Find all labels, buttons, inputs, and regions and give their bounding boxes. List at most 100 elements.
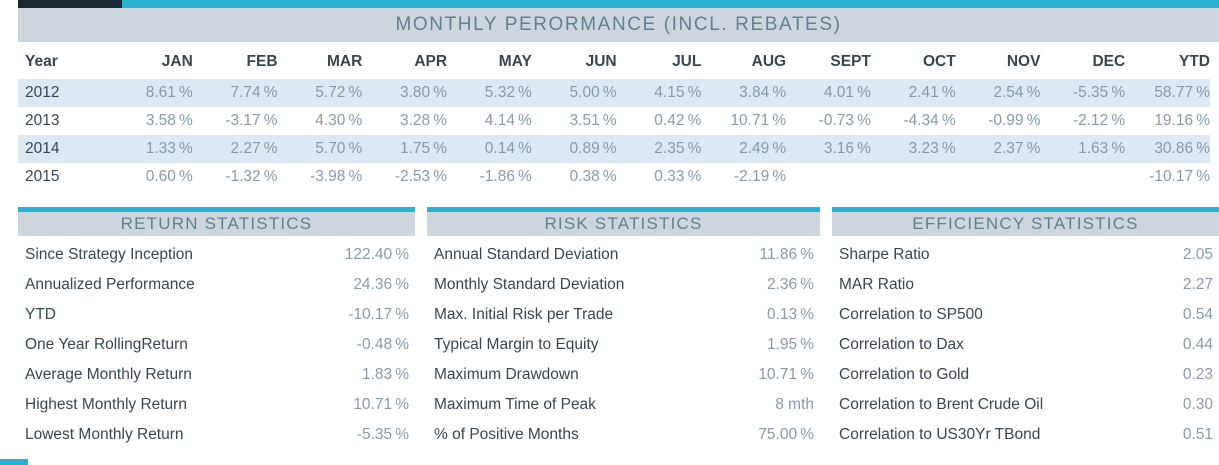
- stat-row-correlation-to-dax: Correlation to Dax 0.44: [832, 330, 1219, 360]
- stat-label: Correlation to US30Yr TBond: [839, 426, 1041, 443]
- bottom-accent-bar: [0, 459, 28, 465]
- stat-label: Lowest Monthly Return: [25, 426, 184, 443]
- value-cell: [1040, 163, 1125, 191]
- stat-row-one-year-rollingreturn: One Year RollingReturn -0.48 %: [18, 330, 415, 360]
- stat-value: 11.86 %: [759, 246, 814, 263]
- value-cell: 10.71 %: [730, 112, 787, 129]
- value-cell: 19.16 %: [1154, 112, 1210, 129]
- value-cell: 7.74 %: [230, 84, 278, 101]
- table-row-2013: 2013 3.58 % -3.17 % 4.30 % 3.28 % 4.14 % 3.51 …: [18, 107, 1210, 135]
- value-cell: 3.28 %: [400, 112, 448, 129]
- column-header-year: Year: [25, 53, 58, 70]
- panel-body: Sharpe Ratio 2.05 MAR Ratio 2.27 Correlation…: [832, 236, 1219, 450]
- value-cell: 3.16 %: [823, 140, 871, 157]
- stat-row-maximum-time-of-peak: Maximum Time of Peak 8 mth: [427, 390, 820, 420]
- value-cell: -0.99 %: [988, 112, 1041, 129]
- value-cell: [871, 163, 956, 191]
- stat-row-ytd: YTD -10.17 %: [18, 300, 415, 330]
- stat-label: Monthly Standard Deviation: [434, 276, 625, 293]
- stat-label: Since Strategy Inception: [25, 246, 194, 263]
- value-cell: 2.54 %: [993, 84, 1041, 101]
- stat-label: Correlation to Gold: [839, 366, 970, 383]
- table-header-row: Year JAN FEB MAR APR MAY JUN JUL AUG SEPT OCT NOV DE…: [18, 46, 1210, 79]
- stat-row-max-initial-risk-per-trade: Max. Initial Risk per Trade 0.13 %: [427, 300, 820, 330]
- stat-value: 122.40 %: [344, 246, 409, 263]
- column-header-oct: OCT: [922, 53, 956, 70]
- value-cell: -3.98 %: [310, 168, 363, 185]
- value-cell: 3.23 %: [908, 140, 956, 157]
- top-accent-bar: [18, 0, 1219, 8]
- section-title-efficiency-statistics: EFFICIENCY STATISTICS: [832, 207, 1219, 236]
- value-cell: 0.38 %: [569, 168, 617, 185]
- stat-value: 0.30: [1182, 396, 1213, 413]
- stat-value: -0.48 %: [356, 336, 409, 353]
- column-header-ytd: YTD: [1179, 53, 1210, 70]
- stat-value: 10.71 %: [758, 366, 814, 383]
- monthly-performance-table: Year JAN FEB MAR APR MAY JUN JUL AUG SEPT OCT NOV DE…: [18, 46, 1210, 191]
- value-cell: 3.58 %: [145, 112, 193, 129]
- stat-value: -5.35 %: [356, 426, 409, 443]
- stat-value: 0.54: [1182, 306, 1213, 323]
- column-header-mar: MAR: [326, 53, 363, 70]
- stat-value: 0.44: [1182, 336, 1213, 353]
- stat-label: Average Monthly Return: [25, 366, 192, 383]
- value-cell: 3.84 %: [739, 84, 787, 101]
- stat-label: Maximum Time of Peak: [434, 396, 596, 413]
- stat-row-lowest-monthly-return: Lowest Monthly Return -5.35 %: [18, 420, 415, 450]
- value-cell: 3.80 %: [400, 84, 448, 101]
- value-cell: -1.86 %: [479, 168, 532, 185]
- panel-efficiency-statistics: EFFICIENCY STATISTICS Sharpe Ratio 2.05 MAR…: [832, 207, 1219, 450]
- value-cell: -3.17 %: [225, 112, 278, 129]
- value-cell: 1.63 %: [1078, 140, 1126, 157]
- value-cell: [786, 163, 871, 191]
- value-cell: 2.41 %: [908, 84, 956, 101]
- stat-value: 2.36 %: [766, 276, 814, 293]
- value-cell: -5.35 %: [1072, 84, 1126, 101]
- value-cell: 4.01 %: [823, 84, 871, 101]
- stat-value: 10.71 %: [353, 396, 409, 413]
- report-header: MONTHLY PERORMANCE (INCL. REBATES): [18, 8, 1219, 42]
- value-cell: -10.17 %: [1149, 168, 1210, 185]
- value-cell: 30.86 %: [1154, 140, 1210, 157]
- stat-row-correlation-to-gold: Correlation to Gold 0.23: [832, 360, 1219, 390]
- stat-label: Correlation to Dax: [839, 336, 964, 353]
- value-cell: -2.12 %: [1072, 112, 1126, 129]
- stat-label: YTD: [25, 306, 56, 323]
- value-cell: 1.75 %: [400, 140, 448, 157]
- statistics-panels: RETURN STATISTICS Since Strategy Inceptio…: [18, 207, 1219, 450]
- stat-label: One Year RollingReturn: [25, 336, 188, 353]
- stat-row-since-strategy-inception: Since Strategy Inception 122.40 %: [18, 240, 415, 270]
- value-cell: -2.19 %: [733, 168, 787, 185]
- stat-row-correlation-to-brent-crude-oil: Correlation to Brent Crude Oil 0.30: [832, 390, 1219, 420]
- panel-risk-statistics: RISK STATISTICS Annual Standard Deviation…: [427, 207, 820, 450]
- value-cell: 2.37 %: [993, 140, 1041, 157]
- stat-value: 1.95 %: [766, 336, 814, 353]
- stat-label: Maximum Drawdown: [434, 366, 579, 383]
- year-cell: 2013: [25, 112, 60, 129]
- stat-value: 2.27: [1182, 276, 1213, 293]
- stat-label: Annual Standard Deviation: [434, 246, 619, 263]
- value-cell: 0.42 %: [654, 112, 702, 129]
- stat-row-correlation-to-sp500: Correlation to SP500 0.54: [832, 300, 1219, 330]
- year-cell: 2012: [25, 84, 60, 101]
- column-header-jan: JAN: [161, 53, 193, 70]
- value-cell: 4.30 %: [315, 112, 363, 129]
- stat-row-typical-margin-to-equity: Typical Margin to Equity 1.95 %: [427, 330, 820, 360]
- stat-value: 8 mth: [775, 396, 814, 413]
- stat-value: 0.13 %: [766, 306, 814, 323]
- column-header-dec: DEC: [1092, 53, 1126, 70]
- stat-row-sharpe-ratio: Sharpe Ratio 2.05: [832, 240, 1219, 270]
- value-cell: 1.33 %: [145, 140, 193, 157]
- year-cell: 2015: [25, 168, 60, 185]
- value-cell: -4.34 %: [903, 112, 956, 129]
- value-cell: 8.61 %: [145, 84, 193, 101]
- top-dark-segment: [18, 0, 122, 8]
- column-header-jul: JUL: [672, 53, 702, 70]
- value-cell: 2.49 %: [739, 140, 787, 157]
- stat-label: Correlation to SP500: [839, 306, 983, 323]
- value-cell: 5.00 %: [569, 84, 617, 101]
- value-cell: [956, 163, 1041, 191]
- value-cell: 5.70 %: [315, 140, 363, 157]
- stat-row-annualized-performance: Annualized Performance 24.36 %: [18, 270, 415, 300]
- panel-return-statistics: RETURN STATISTICS Since Strategy Inceptio…: [18, 207, 415, 450]
